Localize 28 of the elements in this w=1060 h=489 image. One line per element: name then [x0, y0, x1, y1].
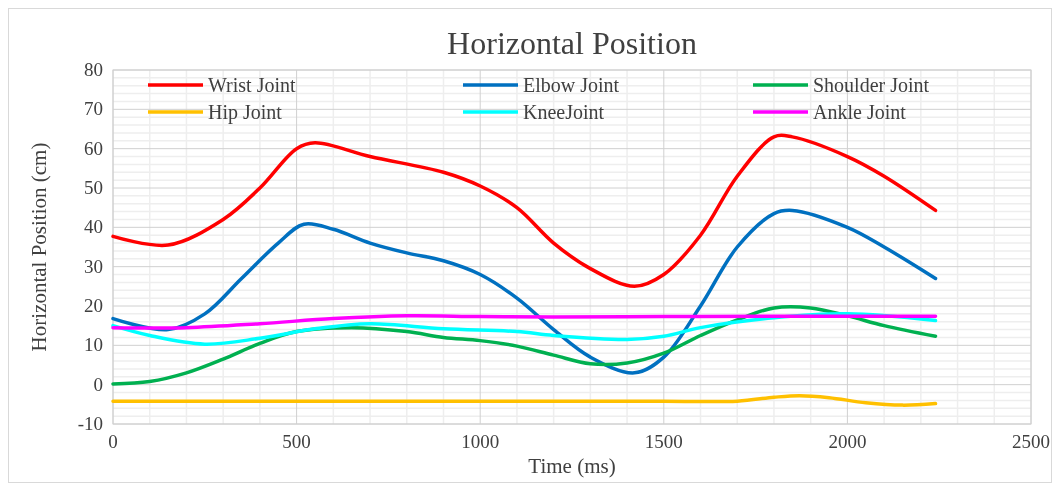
y-tick-label: 40: [84, 216, 103, 238]
legend-label: Elbow Joint: [523, 74, 620, 96]
x-tick-label: 2500: [1012, 431, 1050, 452]
chart-title: Horizontal Position: [447, 25, 697, 61]
x-axis-title: Time (ms): [528, 454, 616, 478]
y-axis-title: Horizontal Position (cm): [27, 142, 51, 352]
y-tick-label: 70: [84, 98, 103, 120]
x-tick-label: 1500: [644, 431, 683, 452]
y-tick-label: 10: [84, 334, 103, 356]
y-tick-label: -10: [77, 413, 103, 434]
line-series: [111, 393, 938, 407]
legend-label: Wrist Joint: [208, 74, 296, 96]
y-tick-label: 30: [84, 255, 103, 277]
y-tick-label: 80: [84, 59, 103, 80]
legend-label: Hip Joint: [208, 101, 283, 124]
line-series: [111, 314, 938, 330]
x-tick-label: 0: [108, 431, 118, 452]
y-tick-label: 50: [84, 177, 103, 198]
line-series: [111, 208, 938, 375]
legend-label: KneeJoint: [523, 101, 605, 123]
x-tick-label: 1000: [461, 431, 500, 452]
legend-label: Shoulder Joint: [813, 74, 930, 96]
y-tick-label: 60: [84, 137, 103, 159]
y-tick-label: 0: [93, 373, 103, 395]
y-tick-label: 20: [84, 295, 103, 316]
x-tick-label: 2000: [828, 431, 867, 452]
x-tick-label: 500: [282, 431, 311, 452]
legend-label: Ankle Joint: [813, 101, 907, 123]
